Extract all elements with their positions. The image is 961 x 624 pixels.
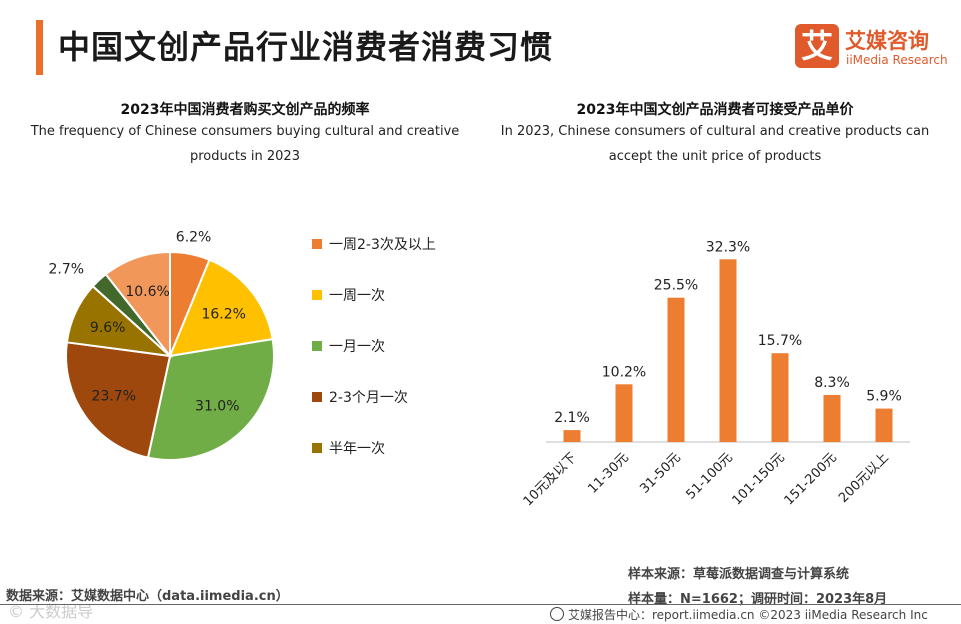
bar-0	[563, 430, 581, 442]
pie-slice-3	[65, 341, 172, 459]
pie-slice-6	[104, 250, 171, 359]
legend-label-0: 一周2-3次及以上	[329, 237, 436, 253]
logo-mark: 艾	[795, 24, 839, 68]
legend-label-1: 一周一次	[329, 288, 385, 304]
bar-category-label-3: 51-100元	[683, 450, 735, 502]
sample-source-note: 样本来源：草莓派数据调查与计算系统	[628, 567, 850, 582]
data-source-note: 数据来源：艾媒数据中心（data.iimedia.cn）	[6, 589, 289, 604]
bar-4	[771, 353, 789, 442]
pie-chart-subtitle-line2: products in 2023	[190, 149, 300, 164]
pie-label-0: 6.2%	[176, 229, 212, 245]
bar-chart-subtitle-line2: accept the unit price of products	[608, 149, 822, 164]
bar-chart-subtitle-line1: In 2023, Chinese consumers of cultural a…	[500, 124, 930, 139]
pie-label-5: 2.7%	[49, 261, 85, 277]
iimedia-logo: 艾 艾媒咨询 iiMedia Research	[795, 24, 955, 72]
bar-value-label-0: 2.1%	[554, 410, 590, 426]
bar-value-label-2: 25.5%	[654, 278, 698, 294]
bar-category-label-1: 11-30元	[585, 450, 632, 497]
bar-value-label-5: 8.3%	[814, 375, 850, 391]
bar-3	[719, 259, 737, 442]
legend-swatch-2	[312, 341, 322, 351]
bar-6	[875, 408, 893, 442]
bar-5	[823, 395, 841, 442]
pie-slice-1	[168, 258, 274, 358]
pie-label-2: 31.0%	[195, 399, 239, 415]
legend-label-2: 一月一次	[329, 339, 385, 355]
legend-swatch-1	[312, 290, 322, 300]
pie-label-1: 16.2%	[201, 306, 245, 322]
logo-english-name: iiMedia Research	[846, 53, 948, 67]
bar-category-label-2: 31-50元	[637, 450, 684, 497]
pie-slice-2	[146, 337, 276, 461]
page-title: 中国文创产品行业消费者消费习惯	[58, 28, 554, 66]
logo-chinese-name: 艾媒咨询	[845, 29, 929, 53]
watermark: © 大数据导	[8, 602, 94, 621]
bar-value-label-1: 10.2%	[602, 364, 646, 380]
bar-2	[667, 297, 685, 442]
footer-text: 艾媒报告中心：report.iimedia.cn ©2023 iiMedia R…	[568, 608, 928, 622]
title-accent-bar	[36, 20, 43, 75]
sample-size-note: 样本量：N=1662；调研时间：2023年8月	[628, 592, 888, 607]
legend-swatch-3	[312, 392, 322, 402]
globe-icon	[550, 607, 564, 621]
bar-value-label-6: 5.9%	[866, 389, 902, 405]
legend-label-3: 2-3个月一次	[329, 390, 408, 406]
bar-category-label-5: 151-200元	[782, 450, 840, 508]
pie-label-4: 9.6%	[90, 320, 126, 336]
bar-value-label-3: 32.3%	[706, 239, 750, 255]
bar-category-label-6: 200元以上	[836, 450, 892, 506]
bar-value-label-4: 15.7%	[758, 333, 802, 349]
footer-divider	[0, 604, 961, 605]
bar-1	[615, 384, 633, 442]
pie-label-6: 10.6%	[125, 284, 169, 300]
legend-swatch-4	[312, 443, 322, 453]
bar-category-label-4: 101-150元	[730, 450, 788, 508]
bar-chart-title: 2023年中国文创产品消费者可接受产品单价	[576, 102, 854, 118]
bar-category-label-0: 10元及以下	[521, 450, 580, 509]
footer: 艾媒报告中心：report.iimedia.cn ©2023 iiMedia R…	[550, 606, 928, 623]
legend-label-4: 半年一次	[329, 441, 385, 457]
pie-chart-subtitle-line1: The frequency of Chinese consumers buyin…	[30, 124, 460, 139]
legend-swatch-0	[312, 239, 322, 249]
pie-label-3: 23.7%	[92, 389, 136, 405]
pie-chart-title: 2023年中国消费者购买文创产品的频率	[120, 102, 370, 118]
